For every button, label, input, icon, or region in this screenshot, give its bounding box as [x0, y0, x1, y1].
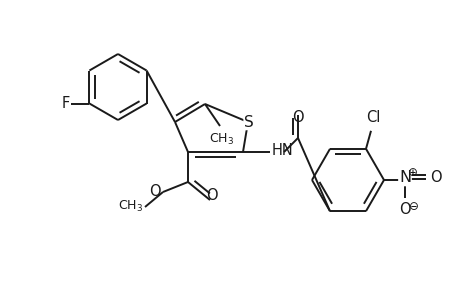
Text: HN: HN — [271, 142, 293, 158]
Text: F: F — [61, 96, 69, 111]
Text: O: O — [429, 169, 441, 184]
Text: O: O — [291, 110, 303, 125]
Text: CH$_3$: CH$_3$ — [209, 132, 234, 147]
Text: O: O — [398, 202, 410, 217]
Text: CH$_3$: CH$_3$ — [118, 199, 143, 214]
Text: $\oplus$: $\oplus$ — [406, 166, 416, 178]
Text: $\ominus$: $\ominus$ — [407, 200, 418, 213]
Text: O: O — [149, 184, 161, 199]
Text: S: S — [244, 115, 253, 130]
Text: O: O — [206, 188, 218, 203]
Text: N: N — [398, 170, 410, 185]
Text: Cl: Cl — [365, 110, 379, 125]
